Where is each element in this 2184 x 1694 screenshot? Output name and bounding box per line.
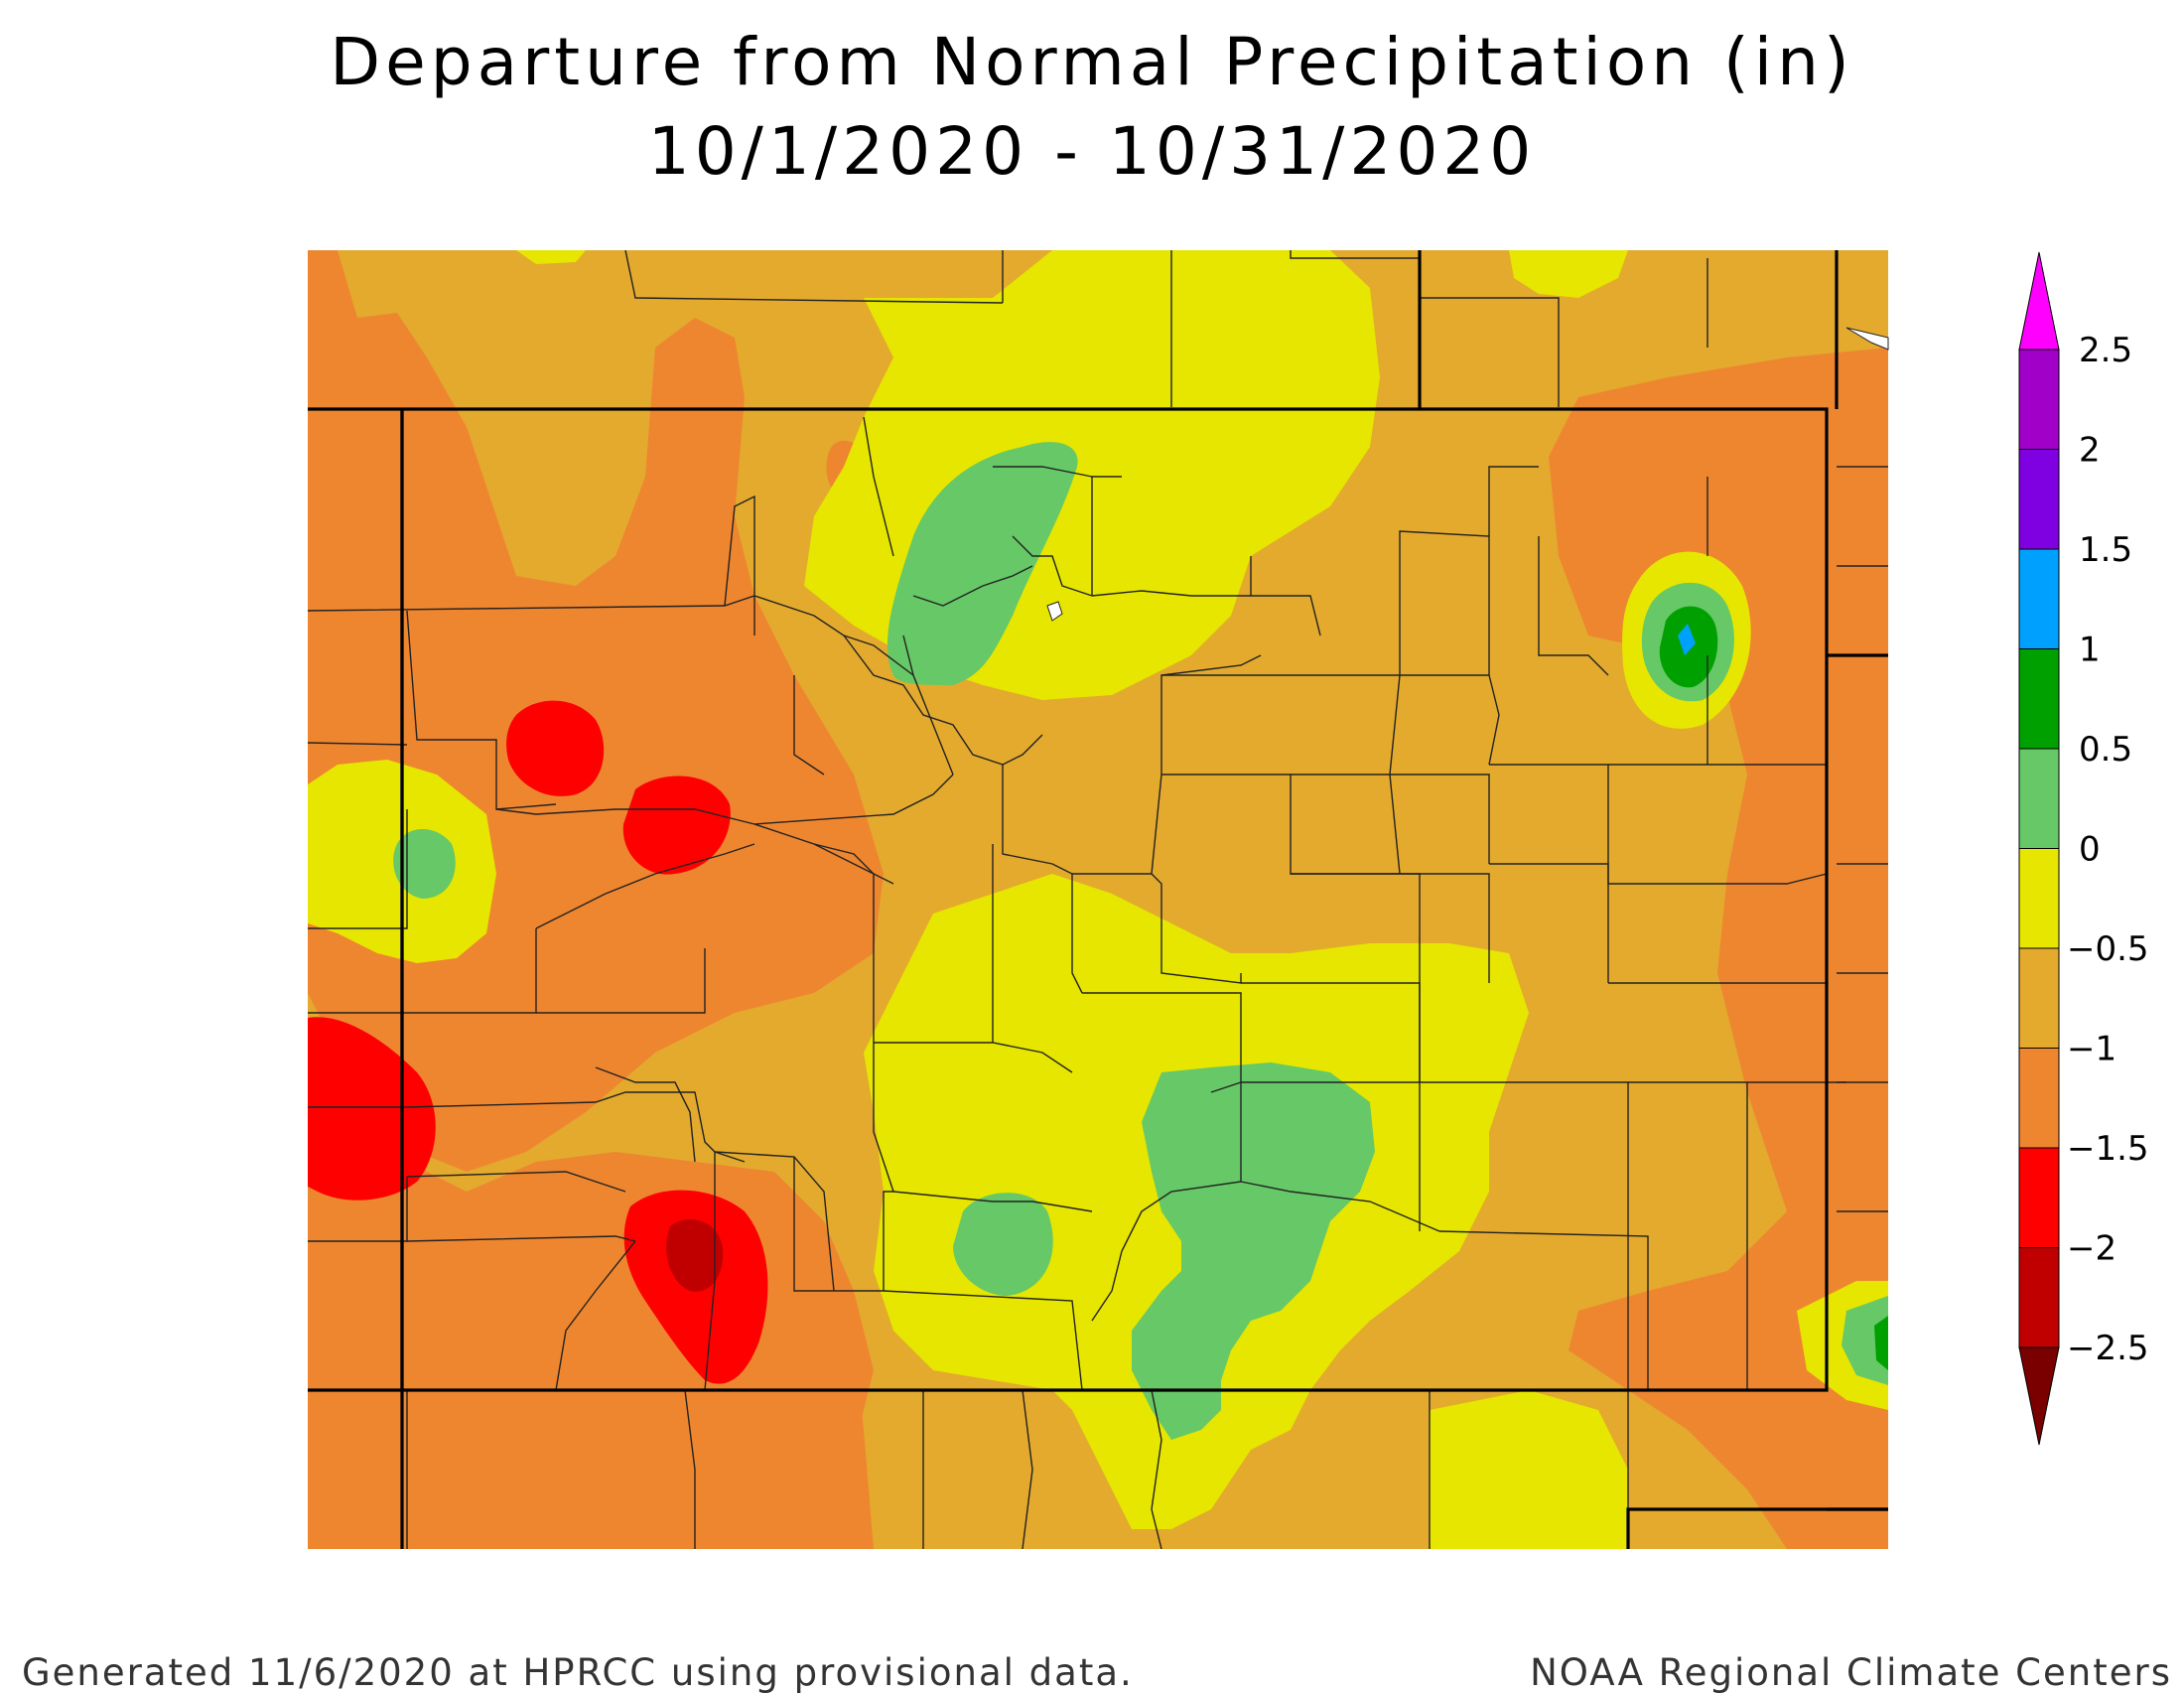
- legend-bin: [2018, 1048, 2060, 1149]
- zone-north-green: [887, 442, 1078, 685]
- legend-top-arrow: [2018, 251, 2060, 351]
- zone-southeast-green: [1842, 1296, 1888, 1385]
- legend-tick-label: 1: [2079, 631, 2101, 670]
- legend-tick-label: 0: [2079, 830, 2101, 870]
- footer-credit: NOAA Regional Climate Centers: [1530, 1651, 2172, 1694]
- footer-generated-note: Generated 11/6/2020 at HPRCC using provi…: [22, 1651, 1134, 1694]
- legend-bin: [2018, 449, 2060, 550]
- lake-icon: [1845, 327, 1889, 351]
- legend-bin: [2018, 349, 2060, 450]
- zone-southeast-darkgreen: [1874, 1316, 1888, 1370]
- county-boundaries: [308, 250, 1888, 1549]
- legend-bin: [2018, 548, 2060, 649]
- legend-bin: [2018, 648, 2060, 750]
- map-title: Departure from Normal Precipitation (in): [330, 24, 1854, 100]
- legend-tick-label: −1: [2067, 1030, 2116, 1069]
- legend-bottom-arrow: [2018, 1346, 2060, 1446]
- contour-fill-layer: [308, 250, 1888, 1549]
- zone-south-yellow: [1430, 1390, 1628, 1549]
- zone-top-left-yellow: [516, 250, 586, 264]
- zone-east-orange: [1549, 348, 1888, 1549]
- legend-bin: [2018, 748, 2060, 849]
- zone-west-green: [393, 829, 456, 899]
- zone-south-orange: [774, 1331, 874, 1549]
- legend-tick-label: −1.5: [2067, 1129, 2149, 1169]
- map-date-range: 10/1/2020 - 10/31/2020: [647, 113, 1537, 190]
- zone-northwest-orange: [308, 250, 357, 417]
- legend-labels: 2.5 2 1.5 1 0.5 0 −0.5 −1 −1.5 −2 −2.5: [2067, 331, 2149, 1368]
- state-boundaries: [308, 250, 1888, 1549]
- legend-bin: [2018, 1247, 2060, 1348]
- zone-northeast-blue: [1678, 624, 1696, 655]
- legend-tick-label: 2: [2079, 431, 2101, 471]
- zone-south-green: [953, 1193, 1053, 1296]
- legend-tick-label: −0.5: [2067, 929, 2149, 969]
- legend-tick-label: 1.5: [2079, 530, 2132, 570]
- legend-tick-label: −2: [2067, 1229, 2116, 1269]
- zone-central-green: [1132, 1062, 1375, 1440]
- legend-bin: [2018, 848, 2060, 949]
- zone-red-2: [622, 776, 731, 875]
- zone-darkred-1: [666, 1219, 724, 1292]
- zone-southwest-orange: [308, 1043, 874, 1549]
- legend-tick-label: 2.5: [2079, 331, 2132, 370]
- lake-icon: [1046, 601, 1063, 622]
- zone-top-yellow: [1509, 250, 1628, 298]
- legend-tick-label: −2.5: [2067, 1329, 2149, 1368]
- zone-red-1: [506, 700, 605, 796]
- legend-bin: [2018, 1147, 2060, 1248]
- legend-tick-label: 0.5: [2079, 730, 2132, 770]
- legend-bins: [2018, 251, 2060, 1446]
- legend-bin: [2018, 947, 2060, 1049]
